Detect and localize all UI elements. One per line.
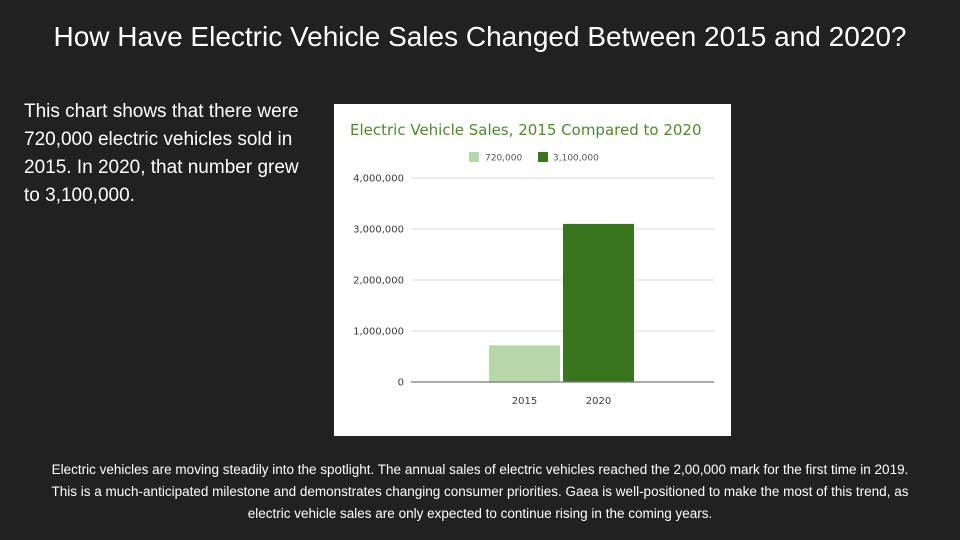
- y-tick-label: 1,000,000: [353, 327, 404, 338]
- bars: [489, 223, 634, 382]
- x-tick-label: 2015: [512, 396, 537, 407]
- y-tick-label: 3,000,000: [353, 225, 404, 236]
- intro-text: This chart shows that there were 720,000…: [24, 101, 299, 206]
- bar-2020: [563, 223, 634, 382]
- legend: 720,000 3,100,000: [469, 152, 599, 164]
- legend-label: 720,000: [485, 154, 522, 164]
- bar-chart: Electric Vehicle Sales, 2015 Compared to…: [350, 121, 714, 407]
- legend-swatch: [538, 152, 548, 162]
- legend-label: 3,100,000: [553, 154, 599, 164]
- bar-2015: [489, 345, 560, 382]
- slide-title: How Have Electric Vehicle Sales Changed …: [53, 21, 907, 52]
- x-axis-ticks: 2015 2020: [512, 396, 611, 407]
- legend-swatch: [469, 152, 479, 162]
- gridlines: [411, 177, 714, 332]
- y-tick-label: 4,000,000: [353, 174, 404, 185]
- x-tick-label: 2020: [586, 396, 611, 407]
- footer-text: Electric vehicles are moving steadily in…: [51, 462, 909, 521]
- y-tick-label: 0: [398, 378, 404, 389]
- y-tick-label: 2,000,000: [353, 276, 404, 287]
- chart-container: Electric Vehicle Sales, 2015 Compared to…: [334, 104, 731, 436]
- y-axis-ticks: 0 1,000,000 2,000,000 3,000,000 4,000,000: [353, 174, 404, 389]
- chart-title: Electric Vehicle Sales, 2015 Compared to…: [350, 121, 702, 139]
